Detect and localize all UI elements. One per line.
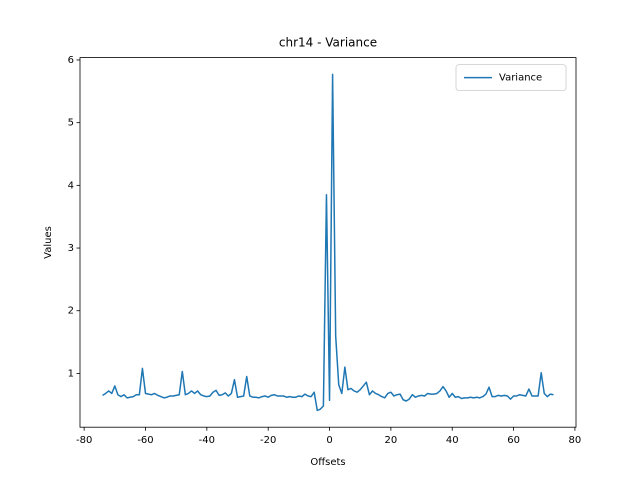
y-tick-label: 5 [68,118,74,129]
x-axis-label: Offsets [310,457,345,468]
axes-frame [79,57,577,428]
chart-title: chr14 - Variance [279,36,377,50]
x-tick-label: -20 [260,435,276,446]
x-tick-label: -40 [199,435,215,446]
y-axis-label: Values [43,226,54,259]
y-tick-label: 1 [68,368,74,379]
legend-label: Variance [499,73,542,84]
y-tick-label: 6 [68,55,74,66]
x-tick-label: 0 [326,435,332,446]
x-tick-label: 60 [507,435,520,446]
series-line [102,73,554,412]
x-tick-label: -60 [137,435,153,446]
legend-box [455,64,567,91]
x-tick-label: 80 [569,435,582,446]
x-tick-label: -80 [76,435,92,446]
y-tick-label: 3 [68,243,74,254]
x-tick-label: 20 [385,435,398,446]
y-tick-label: 4 [68,180,74,191]
y-tick-label: 2 [68,306,74,317]
x-tick-label: 40 [446,435,459,446]
